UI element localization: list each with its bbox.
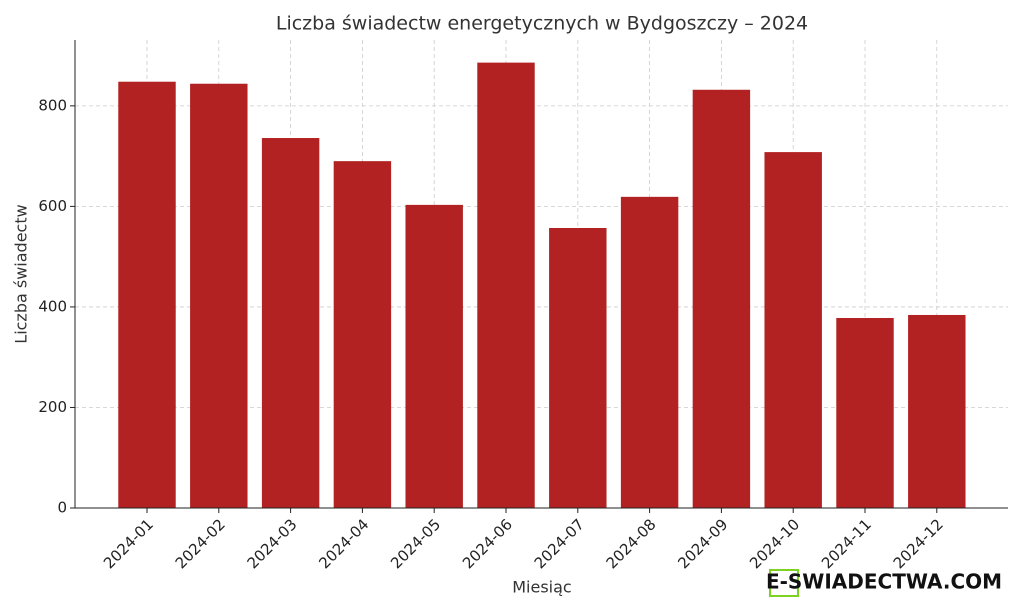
bar bbox=[620, 196, 679, 508]
x-tick-label: 2024-09 bbox=[674, 515, 731, 572]
x-tick-label: 2024-04 bbox=[315, 515, 372, 572]
x-tick-label: 2024-07 bbox=[531, 515, 588, 572]
x-tick-label: 2024-02 bbox=[172, 515, 229, 572]
x-axis-label: Miesiąc bbox=[512, 578, 571, 597]
bar bbox=[405, 204, 463, 508]
bar bbox=[836, 317, 894, 508]
bar bbox=[692, 89, 751, 509]
y-tick-label: 800 bbox=[38, 96, 67, 114]
y-tick-label: 200 bbox=[38, 398, 67, 416]
y-tick-label: 600 bbox=[38, 197, 67, 215]
bar bbox=[908, 314, 966, 508]
bar bbox=[333, 161, 392, 508]
watermark: E-SWIADECTWA.COM bbox=[766, 570, 1002, 594]
x-tick-label: 2024-03 bbox=[244, 515, 301, 572]
bar bbox=[261, 138, 320, 509]
x-tick-label: 2024-01 bbox=[100, 515, 157, 572]
bar bbox=[190, 83, 248, 509]
x-tick-label: 2024-10 bbox=[746, 515, 803, 572]
y-axis-label: Liczba świadectw bbox=[12, 204, 31, 343]
chart-title: Liczba świadectw energetycznych w Bydgos… bbox=[276, 13, 808, 35]
bar bbox=[764, 152, 822, 508]
bar bbox=[549, 228, 607, 508]
x-tick-label: 2024-08 bbox=[603, 515, 660, 572]
x-tick-label: 2024-06 bbox=[459, 515, 516, 572]
y-tick-label: 0 bbox=[57, 499, 67, 517]
y-tick-label: 400 bbox=[38, 297, 67, 315]
x-tick-label: 2024-11 bbox=[818, 515, 875, 572]
x-tick-label: 2024-12 bbox=[890, 515, 947, 572]
bar bbox=[118, 81, 176, 509]
watermark-frame bbox=[769, 569, 799, 597]
x-tick-label: 2024-05 bbox=[387, 515, 444, 572]
bar bbox=[477, 62, 535, 508]
